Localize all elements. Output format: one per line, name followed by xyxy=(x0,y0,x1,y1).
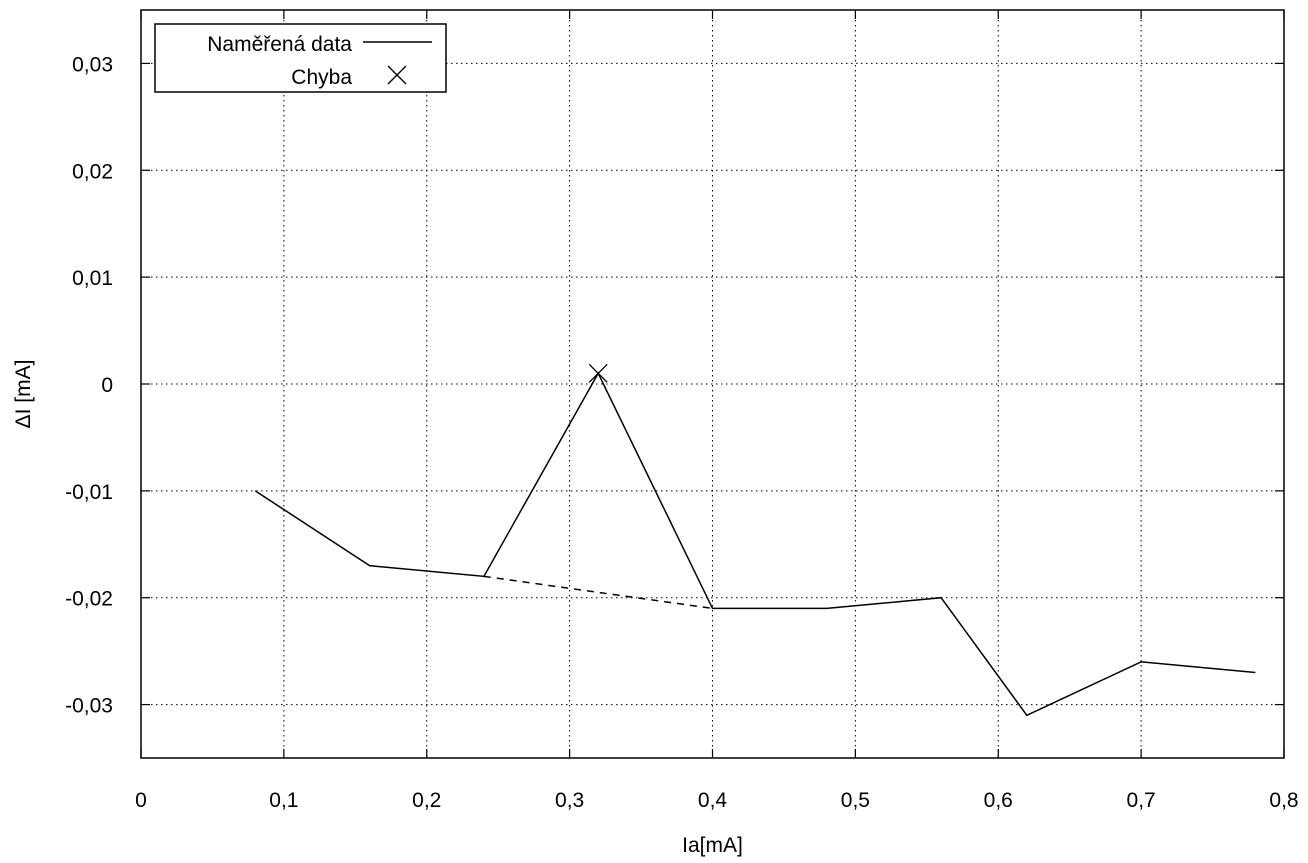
y-tick-label: 0,01 xyxy=(72,267,113,290)
y-tick-label: 0 xyxy=(101,374,113,397)
x-tick-label: 0,8 xyxy=(1269,789,1298,812)
x-tick-label: 0,1 xyxy=(269,789,298,812)
x-tick-label: 0,4 xyxy=(698,789,728,812)
x-tick-label: 0 xyxy=(135,789,147,812)
x-axis-title: Ia[mA] xyxy=(682,834,743,857)
x-marker-stroke xyxy=(387,65,407,85)
y-tick-label: 0,02 xyxy=(72,160,113,183)
dashed-interpolation-line xyxy=(483,575,713,610)
legend-box xyxy=(154,23,447,93)
error-point-marker xyxy=(588,363,608,383)
y-tick-label: -0,03 xyxy=(65,695,113,718)
grid-lines xyxy=(141,10,1284,758)
plot-series xyxy=(254,363,1256,717)
legend-label-error: Chyba xyxy=(291,66,352,89)
axis-ticks: 0 0,1 0,2 0,3 0,4 0,5 0,6 0,7 0,8 -0,03 -0,02 -0,01… xyxy=(65,10,1299,812)
measured-data-line xyxy=(254,371,1256,717)
legend: Naměřená data Chyba xyxy=(154,23,447,93)
legend-x-marker xyxy=(387,65,407,85)
x-tick-label: 0,7 xyxy=(1127,789,1156,812)
x-tick-label: 0,6 xyxy=(984,789,1013,812)
y-tick-label: 0,03 xyxy=(72,53,113,76)
x-marker-stroke xyxy=(588,363,608,383)
x-tick-label: 0,2 xyxy=(412,789,441,812)
legend-label-measured: Naměřená data xyxy=(207,33,352,56)
x-tick-label: 0,5 xyxy=(841,789,870,812)
y-tick-label: -0,01 xyxy=(65,481,113,504)
x-tick-label: 0,3 xyxy=(555,789,584,812)
y-tick-label: -0,02 xyxy=(65,588,113,611)
y-axis-title: ΔI [mA] xyxy=(12,360,35,429)
legend-sample-marker xyxy=(387,65,407,85)
